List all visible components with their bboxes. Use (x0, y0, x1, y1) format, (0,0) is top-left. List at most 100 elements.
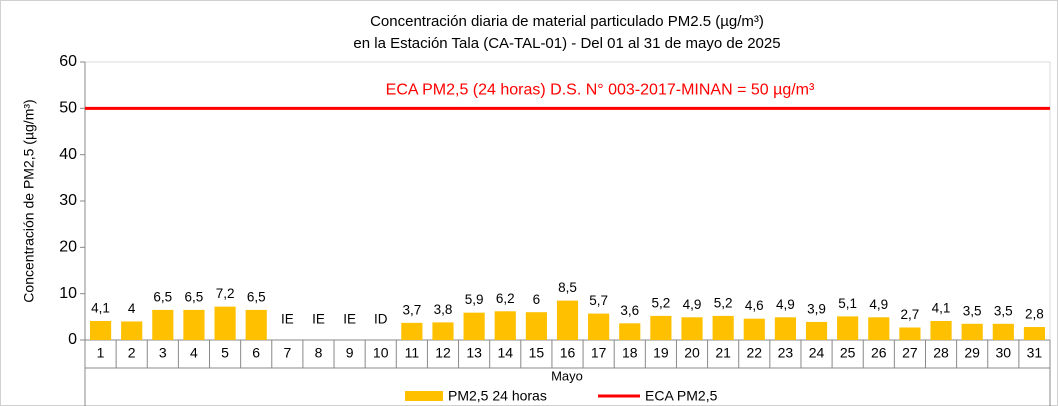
bar (183, 309, 205, 340)
data-label: 4,9 (776, 297, 795, 312)
bar (401, 322, 423, 340)
x-tick-label: 15 (529, 345, 545, 361)
data-label: 6,5 (153, 289, 172, 304)
bar (837, 316, 859, 340)
data-label: 3,7 (402, 302, 421, 317)
data-label: IE (343, 312, 356, 327)
data-label: 7,2 (216, 286, 235, 301)
x-tick-label: 2 (128, 345, 136, 361)
y-tick-label: 30 (59, 192, 77, 209)
bar (494, 311, 516, 340)
bar (650, 315, 672, 340)
bar (89, 321, 112, 340)
data-label: 5,7 (589, 293, 608, 308)
bar (1023, 327, 1046, 340)
data-label: 5,2 (714, 295, 733, 310)
x-tick-label: 9 (346, 345, 354, 361)
y-tick-label: 10 (59, 285, 77, 302)
data-label: 4,9 (869, 297, 888, 312)
data-label: 5,9 (465, 292, 484, 307)
x-tick-label: 7 (283, 345, 291, 361)
data-label: IE (312, 312, 325, 327)
data-label: 8,5 (558, 280, 577, 295)
bar (152, 309, 174, 340)
x-tick-label: 12 (435, 345, 451, 361)
bar (432, 322, 454, 340)
bar (463, 312, 485, 340)
bar (899, 327, 921, 340)
x-axis-label: Mayo (551, 368, 583, 383)
x-tick-label: 20 (684, 345, 700, 361)
x-tick-label: 23 (778, 345, 794, 361)
x-tick-label: 29 (964, 345, 980, 361)
x-tick-label: 25 (840, 345, 856, 361)
bar (525, 312, 547, 340)
x-tick-label: 19 (653, 345, 669, 361)
bar (121, 321, 143, 340)
bar (868, 317, 890, 340)
legend-label: ECA PM2,5 (645, 388, 718, 404)
data-label: 3,5 (994, 303, 1013, 318)
y-tick-label: 0 (68, 331, 77, 348)
x-tick-label: 13 (466, 345, 482, 361)
data-label: 4,1 (91, 301, 110, 316)
data-label: 6 (533, 292, 541, 307)
data-label: 6,2 (496, 291, 515, 306)
data-label: 4 (128, 301, 136, 316)
x-tick-label: 28 (933, 345, 949, 361)
x-tick-label: 16 (560, 345, 576, 361)
data-label: 5,2 (651, 295, 670, 310)
bar (743, 318, 765, 340)
data-label: 4,1 (932, 301, 951, 316)
x-tick-label: 4 (190, 345, 198, 361)
x-tick-label: 31 (1027, 345, 1043, 361)
legend-swatch (405, 391, 443, 401)
y-tick-label: 20 (59, 239, 77, 256)
bar (992, 323, 1014, 340)
y-tick-label: 60 (59, 53, 77, 70)
bar (681, 317, 703, 340)
x-tick-label: 30 (996, 345, 1012, 361)
data-label: 2,8 (1025, 307, 1044, 322)
x-tick-label: 18 (622, 345, 638, 361)
x-tick-label: 27 (902, 345, 918, 361)
bar (619, 323, 641, 340)
data-label: ID (374, 312, 388, 327)
data-label: 5,1 (838, 296, 857, 311)
x-tick-label: 3 (159, 345, 167, 361)
data-label: 2,7 (901, 307, 920, 322)
x-tick-label: 22 (746, 345, 762, 361)
y-axis-label: Concentración de PM2,5 (µg/m³) (21, 99, 37, 302)
bar (712, 315, 734, 340)
x-tick-label: 14 (497, 345, 513, 361)
bar (774, 317, 796, 340)
data-label: 4,9 (683, 297, 702, 312)
data-label: 4,6 (745, 298, 764, 313)
bar (930, 321, 952, 340)
x-tick-label: 21 (715, 345, 731, 361)
x-tick-label: 17 (591, 345, 607, 361)
x-tick-label: 11 (405, 345, 420, 361)
bar (556, 300, 579, 340)
data-label: 6,5 (247, 289, 266, 304)
data-label: 3,5 (963, 303, 982, 318)
bar (588, 313, 610, 340)
bar (245, 309, 267, 340)
x-tick-label: 6 (252, 345, 260, 361)
data-label: IE (281, 312, 294, 327)
x-tick-label: 26 (871, 345, 887, 361)
bar (805, 321, 828, 340)
x-tick-label: 1 (97, 345, 105, 361)
x-tick-label: 8 (315, 345, 323, 361)
data-label: 6,5 (185, 289, 204, 304)
annotation: ECA PM2,5 (24 horas) D.S. N° 003-2017-MI… (386, 82, 815, 99)
chart-title: Concentración diaria de material particu… (370, 13, 764, 30)
chart-subtitle: en la Estación Tala (CA-TAL-01) - Del 01… (353, 35, 780, 52)
y-tick-label: 50 (59, 100, 77, 117)
x-tick-label: 24 (809, 345, 825, 361)
x-tick-label: 5 (221, 345, 229, 361)
bar (214, 306, 236, 340)
data-label: 3,8 (434, 302, 453, 317)
bar (961, 323, 983, 340)
